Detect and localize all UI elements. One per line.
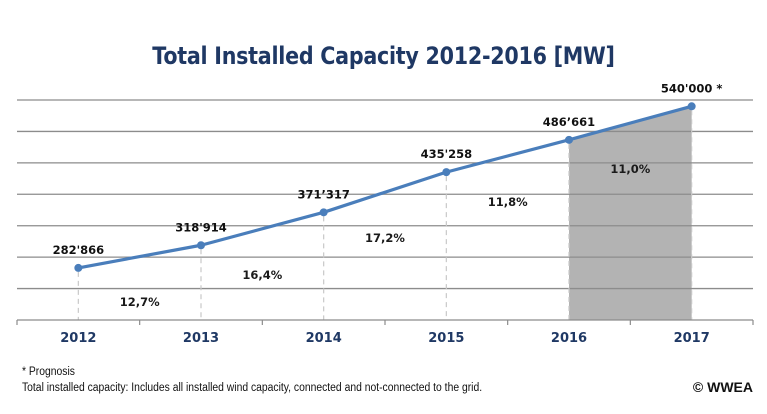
forecast-area-layer [569, 106, 692, 321]
data-point [197, 241, 205, 250]
gridlines [17, 99, 753, 290]
data-point [687, 102, 696, 111]
series-line [78, 104, 693, 270]
series-capacity [74, 102, 696, 272]
data-point [74, 263, 83, 272]
x-axis: 2012 2013 2014 2015 2016 2017 [16, 319, 754, 346]
data-point [565, 135, 573, 144]
value-label: 435'258 [421, 147, 473, 161]
footnote-prognosis: * Prognosis [22, 366, 75, 378]
data-labels: 282'866 318'914 371’317 435'258 486’661 540'0… [53, 81, 723, 309]
growth-label: 17,2% [365, 231, 405, 245]
value-label: 282'866 [53, 243, 105, 257]
data-point [319, 208, 328, 217]
drop-lines [77, 110, 693, 320]
growth-label: 11,0% [610, 162, 650, 176]
growth-label: 16,4% [242, 268, 282, 282]
footnote-definition: Total installed capacity: Includes all i… [22, 382, 483, 394]
x-tick-label: 2014 [306, 331, 342, 346]
copyright-notice: © WWEA [692, 379, 753, 395]
data-point [442, 168, 451, 177]
x-tick-label: 2012 [60, 331, 96, 346]
growth-label: 11,8% [488, 195, 528, 209]
value-label: 486’661 [543, 115, 595, 129]
value-label: 318'914 [175, 220, 227, 234]
growth-label: 12,7% [120, 295, 160, 309]
value-label: 371’317 [297, 187, 349, 201]
x-tick-label: 2016 [551, 331, 587, 346]
x-tick-label: 2017 [674, 331, 710, 346]
x-tick-label: 2013 [183, 331, 219, 346]
value-label: 540'000 * [661, 81, 723, 95]
x-tick-label: 2015 [428, 331, 464, 346]
forecast-area [569, 106, 692, 321]
chart-title: Total Installed Capacity 2012-2016 [MW] [152, 42, 615, 70]
footnote: * Prognosis Total installed capacity: In… [22, 364, 533, 396]
